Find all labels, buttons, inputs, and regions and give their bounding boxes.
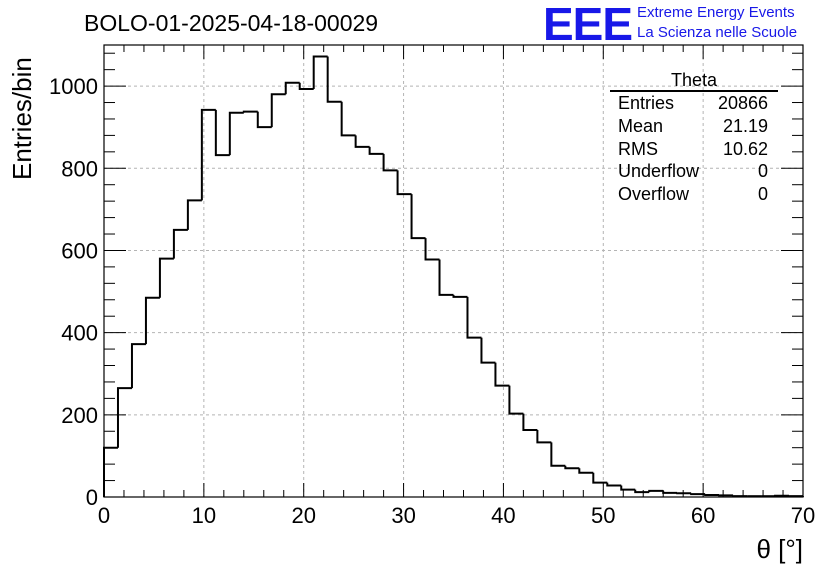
histogram-bin xyxy=(466,296,482,339)
histogram-bin xyxy=(424,238,440,261)
histogram-bin xyxy=(214,109,230,157)
histogram-bin xyxy=(564,465,580,470)
plot-frame xyxy=(103,44,804,498)
stats-value: 21.19 xyxy=(722,115,768,136)
plot-area xyxy=(103,44,804,498)
x-tick-label: 50 xyxy=(591,503,615,528)
histogram-bin xyxy=(606,482,622,487)
histogram-bin xyxy=(732,495,748,498)
stats-row-mean: Mean 21.19 xyxy=(610,115,778,138)
stats-label: Overflow xyxy=(618,184,690,205)
histogram-bin xyxy=(396,170,412,196)
histogram-bin xyxy=(648,489,664,493)
histogram-bin xyxy=(508,385,524,415)
stats-value: 0 xyxy=(757,161,768,182)
histogram-bin xyxy=(298,82,314,90)
histogram-bin xyxy=(200,108,216,201)
stats-title: Theta xyxy=(610,70,778,92)
stats-label: Underflow xyxy=(618,161,700,182)
histogram-bin xyxy=(382,153,398,172)
logo-line-2: La Scienza nelle Scuole xyxy=(637,24,798,41)
x-axis-label: θ [°] xyxy=(756,534,803,564)
stats-value: 0 xyxy=(757,184,768,205)
stats-label: Mean xyxy=(618,115,664,136)
chart-title: BOLO-01-2025-04-18-00029 xyxy=(84,10,379,36)
eee-logo: EEE xyxy=(543,0,633,50)
histogram-bin xyxy=(340,101,356,137)
x-tick-label: 30 xyxy=(391,503,415,528)
x-tick-label: 20 xyxy=(291,503,315,528)
y-tick-label: 600 xyxy=(61,238,98,263)
histogram-bin xyxy=(620,485,636,491)
tick-labels: 0 10 20 30 40 50 60 70 0 200 400 600 800 1000 xyxy=(49,74,815,528)
grid-lines xyxy=(104,45,803,497)
stats-label: RMS xyxy=(618,138,658,159)
histogram-bin xyxy=(662,490,678,494)
histogram-bin xyxy=(354,135,370,148)
histogram-bin xyxy=(284,81,300,95)
histogram-bin xyxy=(312,55,328,89)
histogram-bin xyxy=(186,199,202,230)
stats-value: 10.62 xyxy=(722,138,768,159)
histogram-bin xyxy=(270,93,286,128)
histogram-bin xyxy=(690,493,706,496)
histogram-bin xyxy=(550,442,566,467)
histogram-bin xyxy=(158,257,174,298)
histogram-bin xyxy=(116,387,132,448)
histogram-bin xyxy=(522,413,538,432)
histogram-bin xyxy=(228,111,244,156)
y-tick-label: 400 xyxy=(61,321,98,346)
histogram-bin xyxy=(438,259,454,296)
x-tick-label: 0 xyxy=(98,503,110,528)
histogram-bin xyxy=(592,472,608,484)
histogram-bin xyxy=(480,337,496,364)
x-tick-label: 40 xyxy=(491,503,515,528)
histogram-bin xyxy=(326,56,342,103)
stats-label: Entries xyxy=(618,93,675,113)
stats-value: 20866 xyxy=(717,93,768,113)
y-tick-label: 1000 xyxy=(49,74,98,99)
histogram-bin xyxy=(103,446,118,497)
histogram-bin xyxy=(452,294,468,298)
histogram-bin xyxy=(144,296,160,345)
x-tick-label: 60 xyxy=(691,503,715,528)
histogram-bin xyxy=(368,146,384,155)
histogram-bin xyxy=(242,110,258,113)
stats-row-overflow: Overflow 0 xyxy=(610,183,778,206)
histogram-bin xyxy=(256,111,272,129)
stats-row-rms: RMS 10.62 xyxy=(610,138,778,161)
histogram-bin xyxy=(578,468,594,474)
stats-row-underflow: Underflow 0 xyxy=(610,160,778,183)
y-tick-label: 0 xyxy=(86,485,98,510)
axis-ticks xyxy=(103,45,804,498)
histogram-bin xyxy=(704,493,720,496)
x-tick-label: 70 xyxy=(791,503,815,528)
histogram-bin xyxy=(634,489,650,494)
x-tick-label: 10 xyxy=(192,503,216,528)
y-tick-label: 200 xyxy=(61,403,98,428)
stats-box: Theta Entries 20866 Mean 21.19 RMS 10.62… xyxy=(610,70,778,206)
histogram-bin xyxy=(536,430,552,444)
histogram-bin xyxy=(172,228,188,259)
stats-row-entries: Entries 20866 xyxy=(610,92,778,115)
logo-line-1: Extreme Energy Events xyxy=(637,4,795,21)
histogram-bin xyxy=(410,194,426,240)
y-axis-label: Entries/bin xyxy=(7,57,37,180)
y-tick-label: 800 xyxy=(61,156,98,181)
histogram-bin xyxy=(494,362,510,387)
histogram-bin xyxy=(130,343,146,389)
